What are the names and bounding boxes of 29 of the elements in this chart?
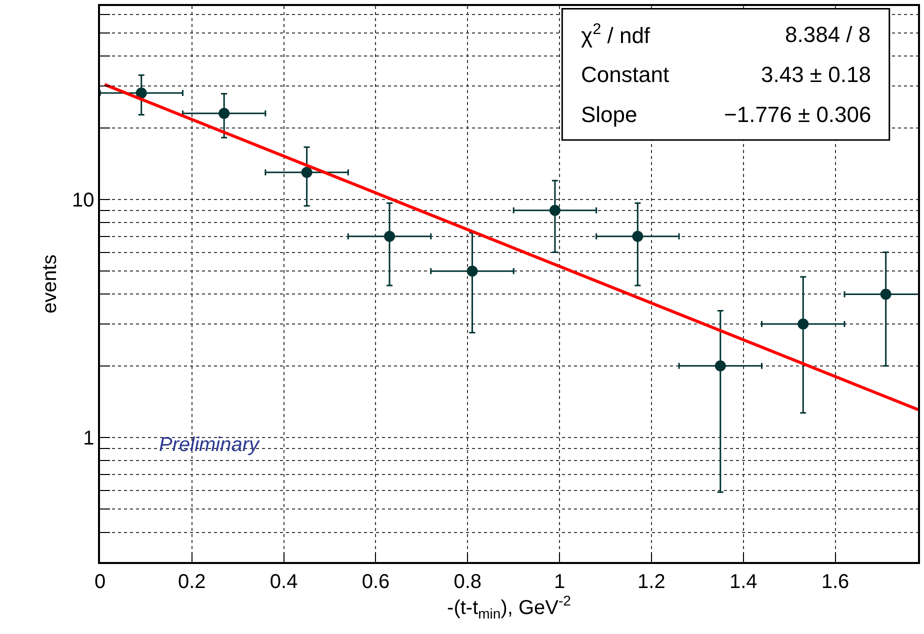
x-tick-label: 0.6 bbox=[362, 570, 390, 593]
point bbox=[549, 204, 560, 216]
x-tick-label: 0 bbox=[94, 570, 106, 593]
annotation: −1.776 ± 0.306 bbox=[724, 102, 872, 127]
x-tick-label: 0.4 bbox=[270, 570, 298, 593]
x-tick-label: 0.2 bbox=[178, 570, 206, 593]
y-axis-title: events bbox=[39, 254, 61, 314]
x-tick-label: 1.2 bbox=[638, 570, 666, 593]
x-tick-label: 0.8 bbox=[454, 570, 482, 593]
annotation: Slope bbox=[581, 102, 638, 127]
point bbox=[301, 166, 312, 178]
point bbox=[384, 230, 396, 242]
y-tick-label: 10 bbox=[72, 190, 94, 212]
point bbox=[632, 230, 644, 242]
x-tick-label: 1.6 bbox=[821, 570, 850, 593]
annotation: Constant bbox=[581, 62, 670, 87]
annotation: 8.384 / 8 bbox=[785, 22, 871, 47]
annotation: Preliminary bbox=[159, 434, 260, 456]
point bbox=[466, 266, 478, 277]
point bbox=[136, 88, 147, 99]
point bbox=[798, 318, 809, 330]
point bbox=[880, 288, 892, 300]
x-tick-label: 1.4 bbox=[729, 570, 758, 593]
point bbox=[714, 360, 726, 372]
x-tick-label: 1 bbox=[554, 570, 566, 593]
annotation: χ$^{2}$ / ndf bbox=[581, 21, 651, 48]
annotation: 3.43 ± 0.18 bbox=[761, 62, 871, 87]
point bbox=[218, 108, 230, 119]
x-axis-title: -(t-t$_{min}$), GeV$^{-2}$ bbox=[447, 592, 572, 622]
